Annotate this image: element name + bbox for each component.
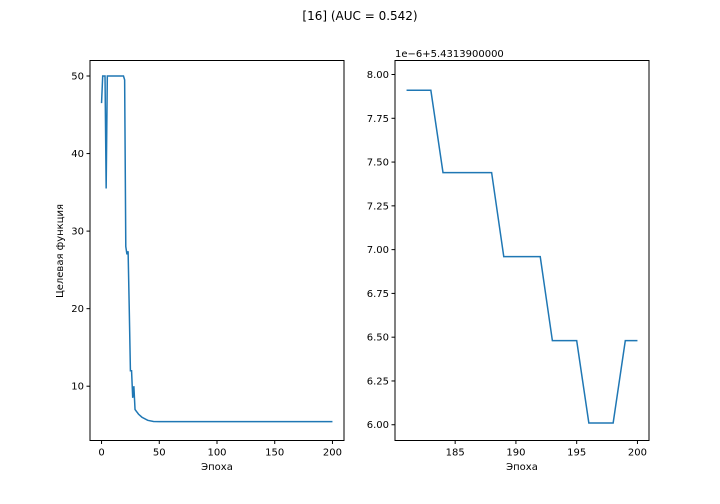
left-subplot: 0 50 100 150 200 10 20 30 40 50 Эпоха Целевая фу…	[55, 60, 345, 473]
right-x-ticks: 185 190 195 200	[446, 440, 647, 459]
left-x-axis-label: Эпоха	[201, 462, 233, 473]
right-y-tick-label: 6.25	[367, 376, 389, 387]
right-y-tick-label: 6.50	[367, 333, 389, 344]
right-y-ticks: 6.00 6.25 6.50 6.75 7.00 7.25 7.50 7.75 8.00	[367, 70, 395, 431]
right-x-tick-label: 200	[628, 448, 647, 459]
right-x-tick-label: 190	[506, 448, 525, 459]
left-y-axis-label: Целевая функция	[55, 204, 66, 298]
left-y-tick-label: 50	[71, 72, 84, 83]
right-x-axis-label: Эпоха	[506, 462, 538, 473]
right-x-tick-label: 195	[567, 448, 586, 459]
left-x-ticks: 0 50 100 150 200	[98, 440, 342, 459]
left-x-tick-label: 200	[323, 448, 342, 459]
right-y-offset-label: 1e−6+5.4313900000	[395, 49, 504, 60]
figure-suptitle: [16] (AUC = 0.542)	[302, 9, 417, 23]
left-y-ticks: 10 20 30 40 50	[71, 72, 90, 393]
right-y-tick-label: 6.00	[367, 420, 389, 431]
right-y-tick-label: 6.75	[367, 289, 389, 300]
left-x-tick-label: 100	[207, 448, 226, 459]
left-x-tick-label: 0	[98, 448, 104, 459]
right-y-tick-label: 7.25	[367, 201, 389, 212]
left-x-tick-label: 150	[265, 448, 284, 459]
right-series-line	[406, 89, 638, 424]
right-y-tick-label: 7.50	[367, 158, 389, 169]
left-series-line	[100, 75, 333, 423]
left-y-tick-label: 20	[71, 304, 84, 315]
right-y-tick-label: 8.00	[367, 70, 389, 81]
right-axes-frame	[394, 60, 650, 441]
left-y-tick-label: 10	[71, 382, 84, 393]
right-subplot: 185 190 195 200 6.00 6.25 6.50 6.75 7.00 7.25 7.5…	[367, 49, 650, 473]
right-y-tick-label: 7.00	[367, 245, 389, 256]
right-y-tick-label: 7.75	[367, 114, 389, 125]
right-x-tick-label: 185	[446, 448, 465, 459]
left-x-tick-label: 50	[153, 448, 166, 459]
left-y-tick-label: 30	[71, 227, 84, 238]
left-y-tick-label: 40	[71, 149, 84, 160]
